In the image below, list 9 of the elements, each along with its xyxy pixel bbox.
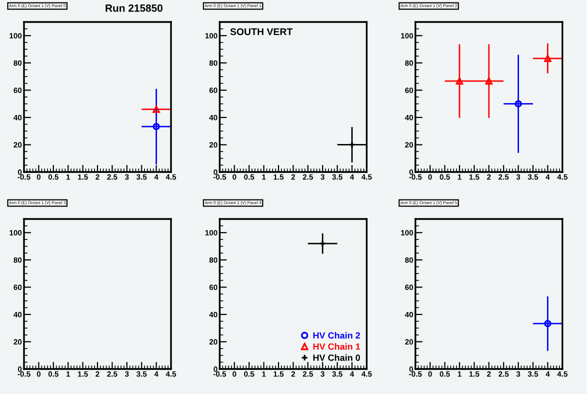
point [544,54,552,62]
legend-label: HV Chain 0 [313,354,360,361]
point [514,100,522,108]
legend-label: HV Chain 2 [313,332,360,339]
text: Run 215850 [106,4,162,12]
point [456,77,464,85]
legend-label: HV Chain 1 [313,343,360,350]
annotation: SOUTH VERT [230,28,293,36]
point [485,77,493,85]
